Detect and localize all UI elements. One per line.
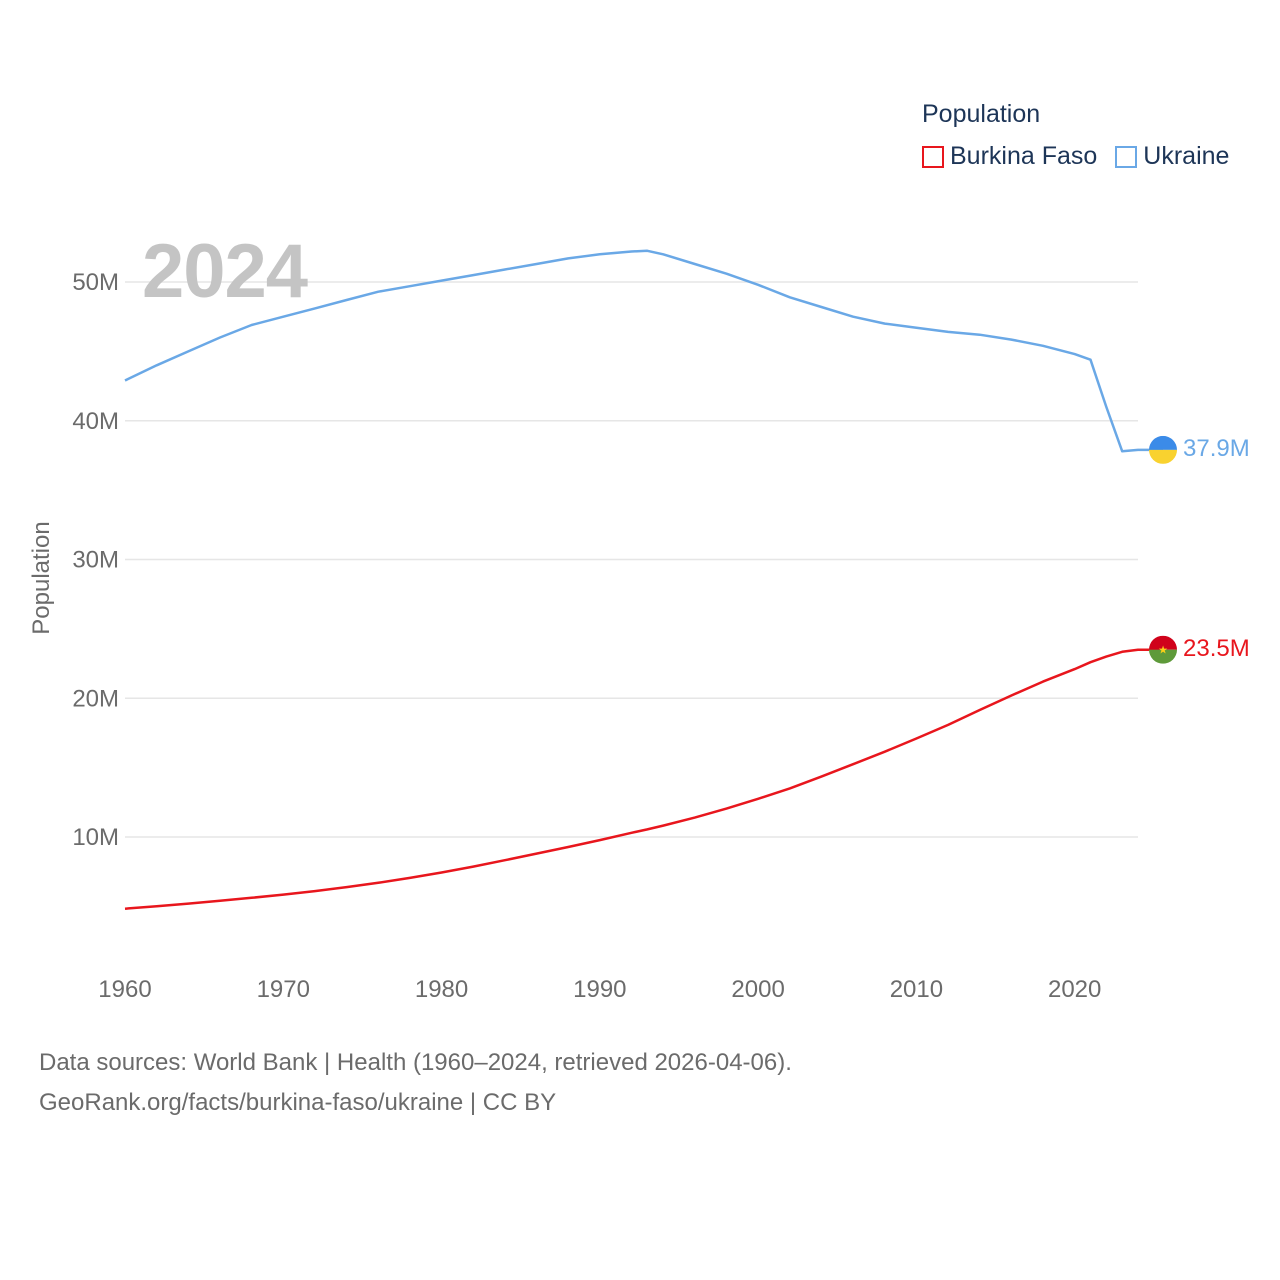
end-label-ukraine: 37.9M [1183, 434, 1250, 462]
x-tick-label: 2020 [1048, 976, 1101, 1003]
end-label-burkina-faso: 23.5M [1183, 634, 1250, 662]
series-lines [124, 249, 1163, 910]
x-tick-label: 1960 [98, 976, 151, 1003]
legend-swatch-ukraine [1115, 145, 1138, 168]
x-tick-label: 2000 [731, 976, 784, 1003]
footer: Data sources: World Bank | Health (1960–… [39, 1043, 792, 1123]
x-tick-label: 1970 [257, 976, 310, 1003]
x-tick-label: 1990 [573, 976, 626, 1003]
x-tick-label: 1980 [415, 976, 468, 1003]
y-tick-label: 50M [72, 269, 119, 296]
series-line-ukraine[interactable] [124, 249, 1163, 453]
y-tick-label: 30M [72, 547, 119, 574]
y-tick-label: 20M [72, 685, 119, 712]
grid-lines [125, 281, 1138, 838]
footer-link[interactable]: GeoRank.org/facts/burkina-faso/ukraine |… [39, 1089, 557, 1116]
burkina-faso-flag-icon: ★ [1149, 635, 1177, 664]
legend: Burkina Faso Ukraine [922, 142, 1229, 171]
x-tick-label: 2010 [890, 976, 943, 1003]
legend-item-ukraine[interactable]: Ukraine [1115, 142, 1229, 171]
footer-sources: Data sources: World Bank | Health (1960–… [39, 1049, 792, 1076]
legend-label-burkina-faso: Burkina Faso [950, 142, 1098, 170]
legend-title: Population [922, 100, 1041, 128]
legend-label-ukraine: Ukraine [1143, 142, 1230, 170]
year-display: 2024 [142, 229, 308, 314]
ukraine-flag-icon [1149, 435, 1177, 464]
y-tick-label: 10M [72, 824, 119, 851]
y-axis-label: Population [28, 521, 55, 635]
y-tick-label: 40M [72, 408, 119, 435]
x-axis-ticks: 1960 1970 1980 1990 2000 2010 2020 [98, 976, 1101, 1003]
legend-item-burkina-faso[interactable]: Burkina Faso [922, 142, 1097, 171]
legend-swatch-burkina-faso [922, 145, 944, 168]
end-flags: ★ [1149, 435, 1177, 664]
series-line-burkina-faso[interactable] [124, 648, 1163, 910]
y-axis-ticks: 10M 20M 30M 40M 50M [72, 269, 119, 851]
svg-text:★: ★ [1158, 644, 1168, 657]
